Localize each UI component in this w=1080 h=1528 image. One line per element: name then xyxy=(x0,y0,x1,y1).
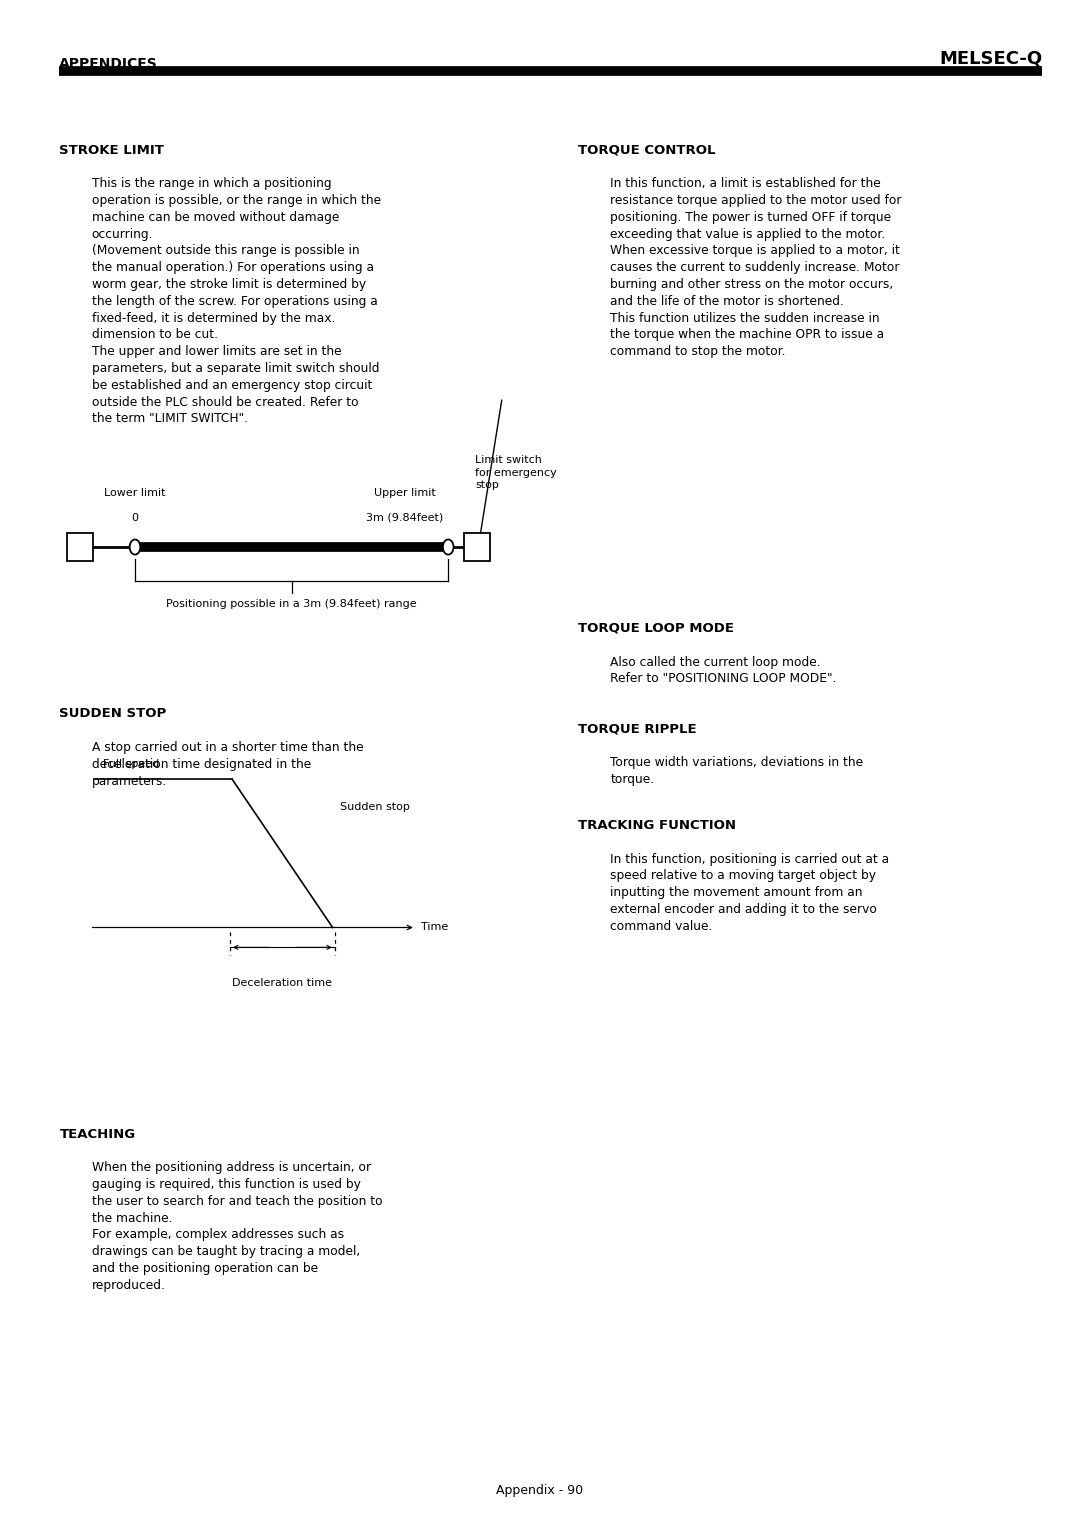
Text: Torque width variations, deviations in the
torque.: Torque width variations, deviations in t… xyxy=(610,756,863,787)
Circle shape xyxy=(443,539,454,555)
Text: Appendix - 90: Appendix - 90 xyxy=(497,1484,583,1497)
Text: Time: Time xyxy=(421,923,448,932)
Text: A stop carried out in a shorter time than the
deceleration time designated in th: A stop carried out in a shorter time tha… xyxy=(92,741,364,787)
Text: Positioning possible in a 3m (9.84feet) range: Positioning possible in a 3m (9.84feet) … xyxy=(166,599,417,610)
Text: TORQUE CONTROL: TORQUE CONTROL xyxy=(578,144,715,157)
Text: Lower limit: Lower limit xyxy=(105,487,165,498)
Text: This is the range in which a positioning
operation is possible, or the range in : This is the range in which a positioning… xyxy=(92,177,381,425)
Text: When the positioning address is uncertain, or
gauging is required, this function: When the positioning address is uncertai… xyxy=(92,1161,382,1291)
Bar xyxy=(464,533,490,561)
Text: 3m (9.84feet): 3m (9.84feet) xyxy=(366,512,444,523)
Text: TRACKING FUNCTION: TRACKING FUNCTION xyxy=(578,819,735,833)
Text: Limit switch
for emergency
stop: Limit switch for emergency stop xyxy=(475,455,557,490)
Text: Full speed: Full speed xyxy=(103,758,159,769)
Text: SUDDEN STOP: SUDDEN STOP xyxy=(59,707,166,721)
Text: Sudden stop: Sudden stop xyxy=(340,802,410,813)
Text: In this function, a limit is established for the
resistance torque applied to th: In this function, a limit is established… xyxy=(610,177,902,358)
Text: Also called the current loop mode.
Refer to "POSITIONING LOOP MODE".: Also called the current loop mode. Refer… xyxy=(610,656,837,686)
Text: APPENDICES: APPENDICES xyxy=(59,57,158,70)
Bar xyxy=(67,533,93,561)
Text: In this function, positioning is carried out at a
speed relative to a moving tar: In this function, positioning is carried… xyxy=(610,853,889,932)
Text: MELSEC-Q: MELSEC-Q xyxy=(940,49,1042,67)
Text: TORQUE RIPPLE: TORQUE RIPPLE xyxy=(578,723,697,736)
Text: Upper limit: Upper limit xyxy=(374,487,436,498)
Text: Deceleration time: Deceleration time xyxy=(232,978,333,989)
Text: STROKE LIMIT: STROKE LIMIT xyxy=(59,144,164,157)
Text: TEACHING: TEACHING xyxy=(59,1128,135,1141)
Text: TORQUE LOOP MODE: TORQUE LOOP MODE xyxy=(578,622,733,636)
Text: 0: 0 xyxy=(132,512,138,523)
Circle shape xyxy=(130,539,140,555)
